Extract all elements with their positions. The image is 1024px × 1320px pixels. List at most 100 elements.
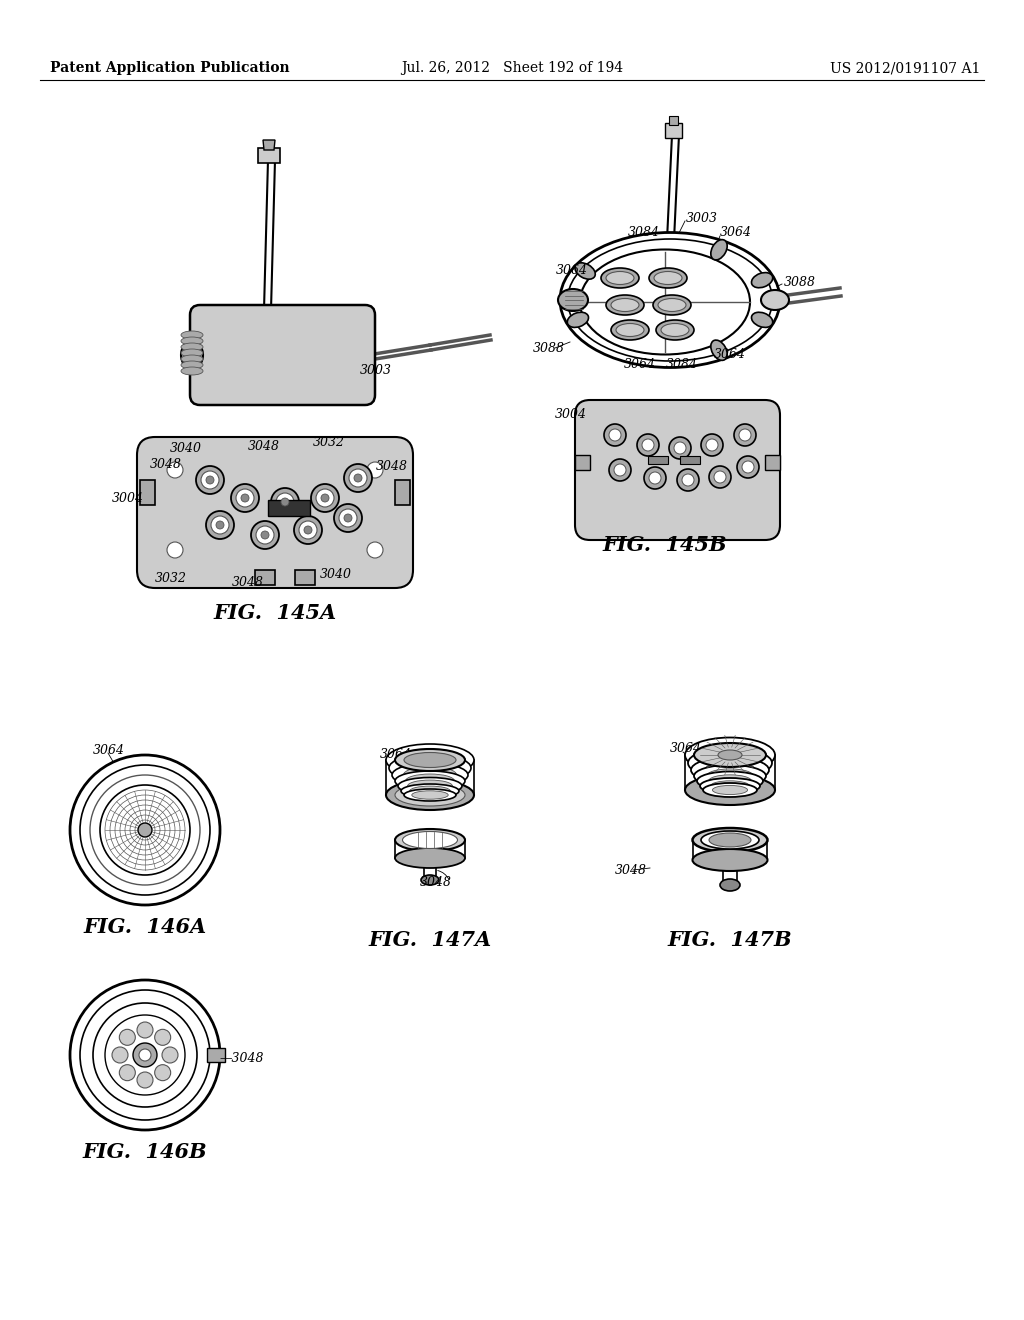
Text: 3048: 3048 xyxy=(232,576,264,589)
Ellipse shape xyxy=(701,832,759,849)
Text: 3064: 3064 xyxy=(93,743,125,756)
Circle shape xyxy=(120,1030,135,1045)
Circle shape xyxy=(256,525,274,544)
Circle shape xyxy=(216,521,224,529)
Circle shape xyxy=(80,766,210,895)
Text: 3003: 3003 xyxy=(686,211,718,224)
Ellipse shape xyxy=(395,771,465,791)
Ellipse shape xyxy=(399,748,461,771)
Circle shape xyxy=(614,465,626,477)
Ellipse shape xyxy=(700,743,759,767)
Text: —3048: —3048 xyxy=(220,1052,264,1064)
Circle shape xyxy=(196,466,224,494)
Ellipse shape xyxy=(575,263,595,280)
Circle shape xyxy=(90,775,200,884)
Text: 3048: 3048 xyxy=(150,458,182,470)
Ellipse shape xyxy=(181,341,203,370)
Circle shape xyxy=(334,504,362,532)
Ellipse shape xyxy=(404,752,456,767)
Ellipse shape xyxy=(720,879,740,891)
Circle shape xyxy=(609,429,621,441)
Circle shape xyxy=(155,1030,171,1045)
Ellipse shape xyxy=(713,785,748,795)
Ellipse shape xyxy=(702,754,758,772)
Text: 3040: 3040 xyxy=(319,569,352,582)
Ellipse shape xyxy=(700,777,760,795)
Ellipse shape xyxy=(181,343,203,351)
Ellipse shape xyxy=(401,758,459,777)
Ellipse shape xyxy=(606,294,644,315)
Ellipse shape xyxy=(694,766,766,787)
Circle shape xyxy=(231,484,259,512)
Ellipse shape xyxy=(649,268,687,288)
Circle shape xyxy=(80,990,210,1119)
Ellipse shape xyxy=(711,341,727,360)
Circle shape xyxy=(637,434,659,455)
Polygon shape xyxy=(268,500,310,516)
Text: 3048: 3048 xyxy=(420,875,452,888)
Ellipse shape xyxy=(401,784,459,799)
Circle shape xyxy=(271,488,299,516)
Ellipse shape xyxy=(688,748,772,777)
Ellipse shape xyxy=(181,348,203,356)
Circle shape xyxy=(201,471,219,488)
Ellipse shape xyxy=(705,762,756,779)
Circle shape xyxy=(294,516,322,544)
Ellipse shape xyxy=(403,767,457,783)
Circle shape xyxy=(167,462,183,478)
Text: FIG.  145A: FIG. 145A xyxy=(213,603,337,623)
Ellipse shape xyxy=(709,775,752,787)
Ellipse shape xyxy=(694,743,766,767)
Circle shape xyxy=(100,785,190,875)
FancyBboxPatch shape xyxy=(137,437,413,587)
Circle shape xyxy=(367,462,383,478)
Circle shape xyxy=(105,1015,185,1096)
Ellipse shape xyxy=(692,828,768,851)
Text: 3088: 3088 xyxy=(784,276,816,289)
Ellipse shape xyxy=(395,829,465,851)
Circle shape xyxy=(241,494,249,502)
Ellipse shape xyxy=(395,748,465,771)
Polygon shape xyxy=(140,480,155,506)
Text: 3064: 3064 xyxy=(380,748,412,762)
Text: 3004: 3004 xyxy=(555,408,587,421)
Circle shape xyxy=(120,1065,135,1081)
Text: FIG.  146A: FIG. 146A xyxy=(83,917,207,937)
Circle shape xyxy=(354,474,362,482)
Text: 3084: 3084 xyxy=(666,358,698,371)
Text: 3064: 3064 xyxy=(720,226,752,239)
Text: FIG.  145B: FIG. 145B xyxy=(603,535,727,554)
Polygon shape xyxy=(765,455,780,470)
Ellipse shape xyxy=(761,290,790,310)
Ellipse shape xyxy=(691,756,769,783)
Circle shape xyxy=(311,484,339,512)
Ellipse shape xyxy=(404,789,456,801)
Ellipse shape xyxy=(386,780,474,810)
Ellipse shape xyxy=(711,240,727,260)
Ellipse shape xyxy=(402,832,458,849)
Circle shape xyxy=(251,521,279,549)
Text: 3003: 3003 xyxy=(360,363,392,376)
Ellipse shape xyxy=(408,780,453,792)
Ellipse shape xyxy=(181,367,203,375)
Circle shape xyxy=(734,424,756,446)
Circle shape xyxy=(682,474,694,486)
Ellipse shape xyxy=(752,273,773,288)
Circle shape xyxy=(70,755,220,906)
Ellipse shape xyxy=(718,750,742,760)
FancyBboxPatch shape xyxy=(575,400,780,540)
Text: FIG.  147A: FIG. 147A xyxy=(369,931,492,950)
Ellipse shape xyxy=(395,847,465,869)
Polygon shape xyxy=(263,140,275,150)
Circle shape xyxy=(649,473,662,484)
Circle shape xyxy=(162,1047,178,1063)
Ellipse shape xyxy=(752,313,773,327)
Circle shape xyxy=(706,440,718,451)
Circle shape xyxy=(344,465,372,492)
Polygon shape xyxy=(680,455,700,465)
Text: 3064: 3064 xyxy=(624,358,656,371)
Polygon shape xyxy=(207,1048,225,1063)
Text: 3032: 3032 xyxy=(155,572,187,585)
Text: 3084: 3084 xyxy=(628,226,660,239)
Text: 3048: 3048 xyxy=(248,440,280,453)
